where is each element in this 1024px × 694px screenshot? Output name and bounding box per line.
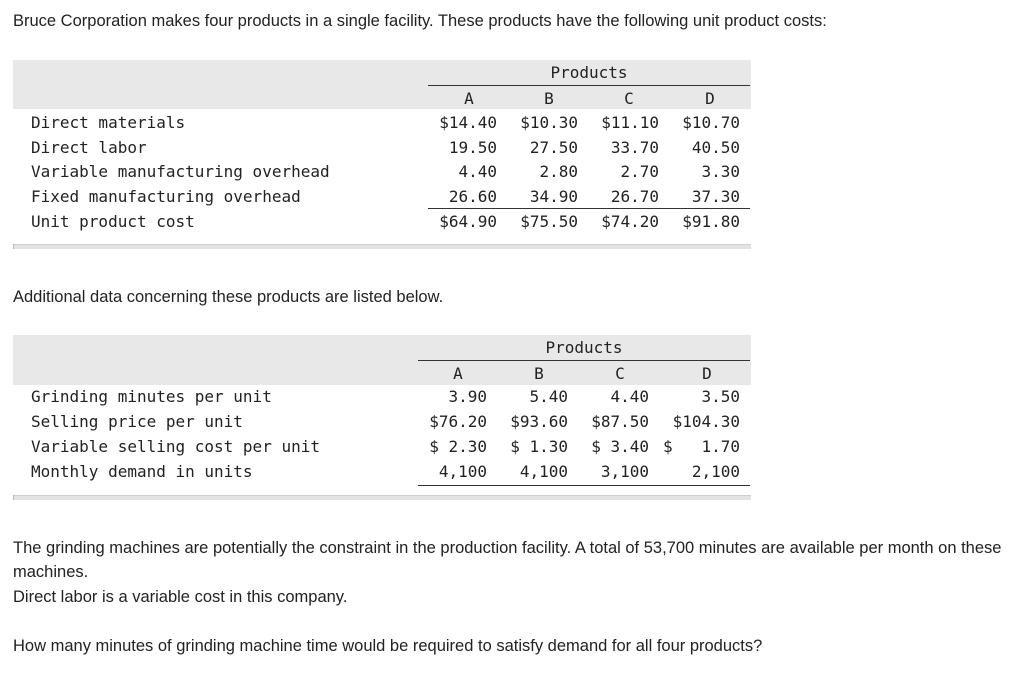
row-label-direct-labor: Direct labor [31,138,147,157]
cell: $11.10 [601,113,659,132]
cell: $ 2.30 [429,437,487,456]
product-data-table: Products A B C D Grinding minutes per un… [13,335,751,505]
column-header-d: D [702,364,712,383]
cell: $10.30 [520,113,578,132]
column-header-c: C [615,364,625,383]
cell: $64.90 [439,212,497,231]
cell: 3.90 [448,387,487,406]
cell: 3.50 [701,387,740,406]
column-header-c: C [624,89,634,108]
cell: 26.60 [448,187,497,206]
unit-cost-table: Products A B C D Direct materials $14.40… [13,60,751,255]
header-underline [428,85,750,86]
cell: $91.80 [682,212,740,231]
cell: 19.50 [448,138,497,157]
intro-text: Bruce Corporation makes four products in… [13,12,827,30]
cell: 4.40 [458,162,497,181]
additional-data-text: Additional data concerning these product… [13,288,444,306]
products-group-header: Products [550,63,628,82]
column-header-b: B [534,364,544,383]
cell: $74.20 [601,212,659,231]
row-label-monthly-demand: Monthly demand in units [31,462,253,481]
direct-labor-note: Direct labor is a variable cost in this … [13,588,348,606]
cell: $ 1.30 [510,437,568,456]
cell: 34.90 [529,187,578,206]
cell: 4,100 [438,462,487,481]
table-footer-bar [13,495,751,500]
row-label-variable-manufacturing-overhead: Variable manufacturing overhead [31,162,330,181]
cell: $ 1.70 [662,437,740,456]
cell: 27.50 [529,138,578,157]
column-header-a: A [453,364,463,383]
row-label-unit-product-cost: Unit product cost [31,212,195,231]
row-label-grinding-minutes: Grinding minutes per unit [31,387,272,406]
row-label-variable-selling-cost: Variable selling cost per unit [31,437,320,456]
table-footer-bar [13,244,751,249]
constraint-text: The grinding machines are potentially th… [13,539,1002,581]
row-label-direct-materials: Direct materials [31,113,186,132]
cell: 5.40 [529,387,568,406]
cell: $87.50 [591,412,649,431]
cell: 2.70 [620,162,659,181]
cell: 2,100 [691,462,740,481]
cell: $76.20 [429,412,487,431]
products-group-header: Products [545,338,623,357]
cell: 33.70 [610,138,659,157]
cell: $75.50 [520,212,578,231]
cell: 3,100 [600,462,649,481]
cell: $93.60 [510,412,568,431]
cell: 37.30 [691,187,740,206]
subtotal-underline [428,208,750,209]
cell: 4,100 [519,462,568,481]
cell: 2.80 [539,162,578,181]
column-header-a: A [464,89,474,108]
column-header-b: B [544,89,554,108]
cell: $ 3.40 [591,437,649,456]
table-header-band [13,60,751,109]
cell: 40.50 [691,138,740,157]
row-label-fixed-manufacturing-overhead: Fixed manufacturing overhead [31,187,301,206]
question-text: How many minutes of grinding machine tim… [13,637,763,655]
bottom-underline [418,485,750,486]
column-header-d: D [705,89,715,108]
cell: $14.40 [439,113,497,132]
cell: $10.70 [682,113,740,132]
header-underline [418,360,750,361]
cell: $104.30 [672,412,740,431]
cell: 4.40 [610,387,649,406]
cell: 26.70 [610,187,659,206]
cell: 3.30 [701,162,740,181]
row-label-selling-price: Selling price per unit [31,412,243,431]
